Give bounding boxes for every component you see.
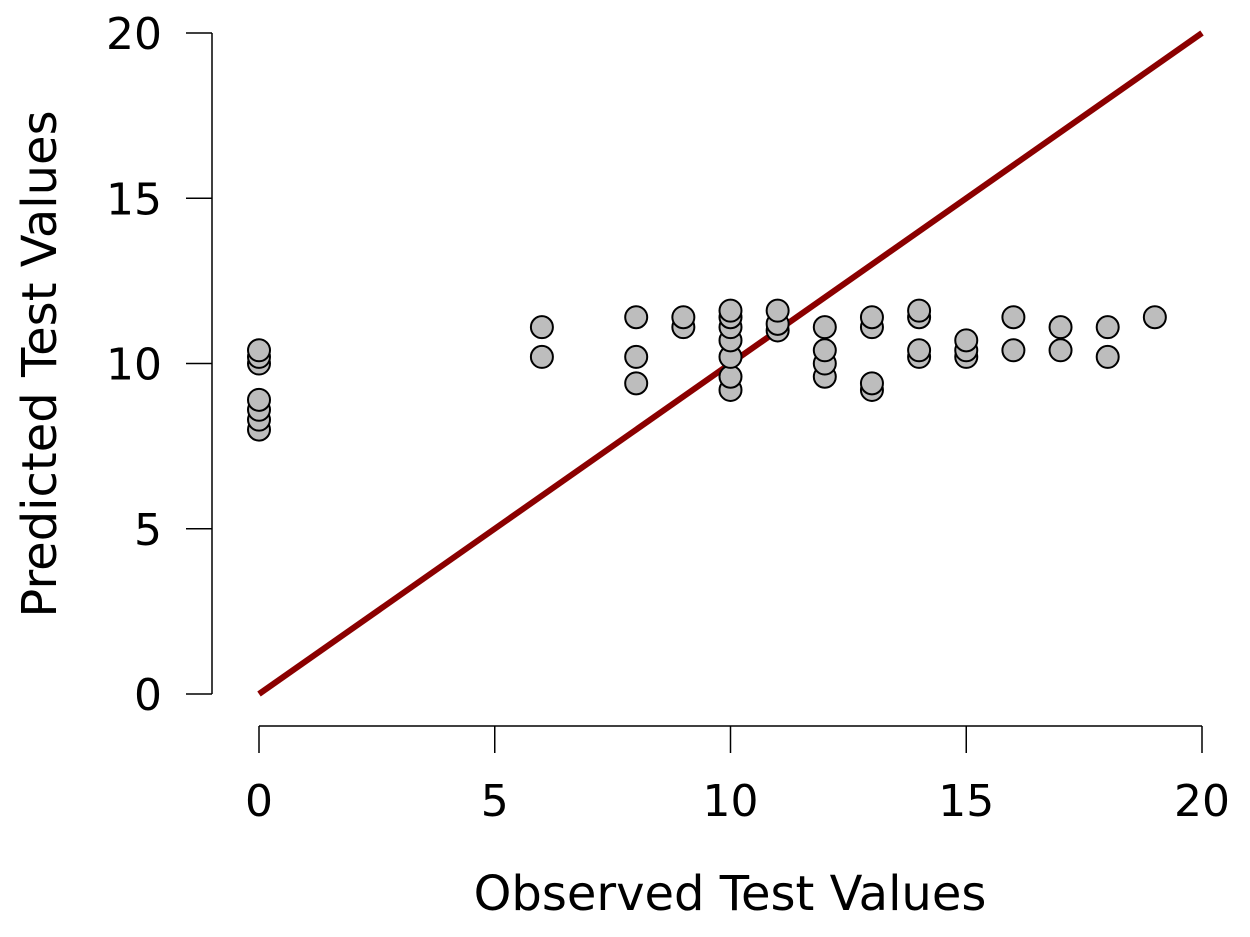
data-point <box>1001 305 1026 330</box>
y-tick-label: 15 <box>106 174 162 225</box>
x-tick-label: 15 <box>938 776 994 827</box>
data-points <box>247 298 1167 442</box>
y-axis: 0 5 10 15 20 <box>106 9 213 721</box>
y-tick-label: 20 <box>106 9 162 60</box>
data-point <box>624 371 649 396</box>
x-axis: 0 5 10 15 20 <box>245 725 1230 827</box>
y-tick-label: 0 <box>134 670 162 721</box>
data-point <box>1095 315 1120 340</box>
data-point <box>859 305 884 330</box>
data-point <box>907 298 932 323</box>
data-point <box>1001 338 1026 363</box>
y-tick-label: 10 <box>106 340 162 391</box>
data-point <box>812 338 837 363</box>
data-point <box>1142 305 1167 330</box>
data-point <box>1048 338 1073 363</box>
data-point <box>1048 315 1073 340</box>
y-axis-title: Predicted Test Values <box>12 110 68 617</box>
data-point <box>247 338 271 363</box>
data-point <box>718 364 743 389</box>
data-point <box>1095 344 1120 369</box>
x-axis-title: Observed Test Values <box>474 866 987 922</box>
x-tick-label: 0 <box>245 776 273 827</box>
data-point <box>247 387 271 412</box>
data-point <box>624 344 649 369</box>
data-point <box>718 298 743 323</box>
x-tick-label: 5 <box>481 776 509 827</box>
data-point <box>529 315 554 340</box>
data-point <box>765 298 790 323</box>
data-point <box>671 305 696 330</box>
data-point <box>954 328 979 353</box>
data-point <box>624 305 649 330</box>
x-tick-label: 10 <box>703 776 759 827</box>
x-tick-label: 20 <box>1174 776 1230 827</box>
data-point <box>529 344 554 369</box>
data-point <box>812 315 837 340</box>
data-point <box>907 338 932 363</box>
data-point <box>859 371 884 396</box>
y-tick-label: 5 <box>134 505 162 556</box>
